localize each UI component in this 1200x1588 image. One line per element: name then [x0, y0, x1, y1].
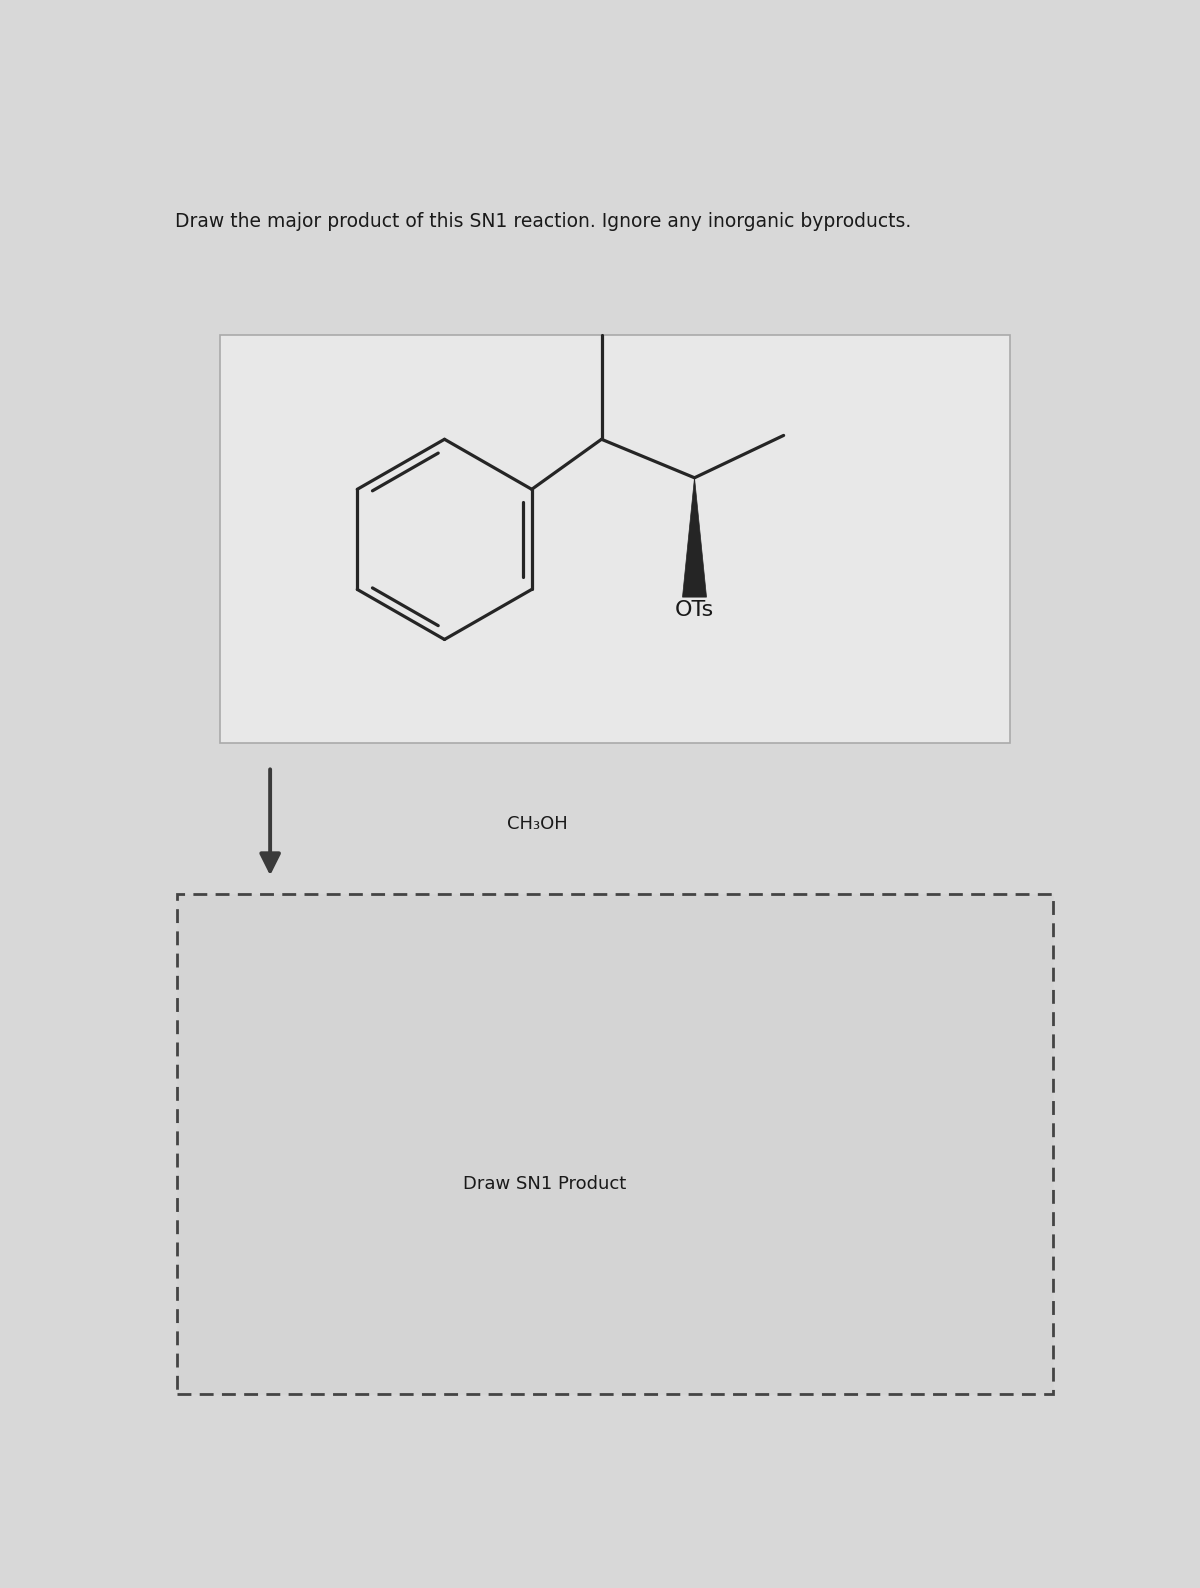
Bar: [220, 335, 1010, 743]
Bar: [178, 894, 1052, 1394]
Text: Draw the major product of this SN1 reaction. Ignore any inorganic byproducts.: Draw the major product of this SN1 react…: [175, 213, 911, 232]
Polygon shape: [683, 478, 707, 597]
Text: Draw SN1 Product: Draw SN1 Product: [463, 1175, 626, 1193]
Text: CH₃OH: CH₃OH: [508, 815, 568, 834]
Text: OTs: OTs: [674, 600, 714, 621]
